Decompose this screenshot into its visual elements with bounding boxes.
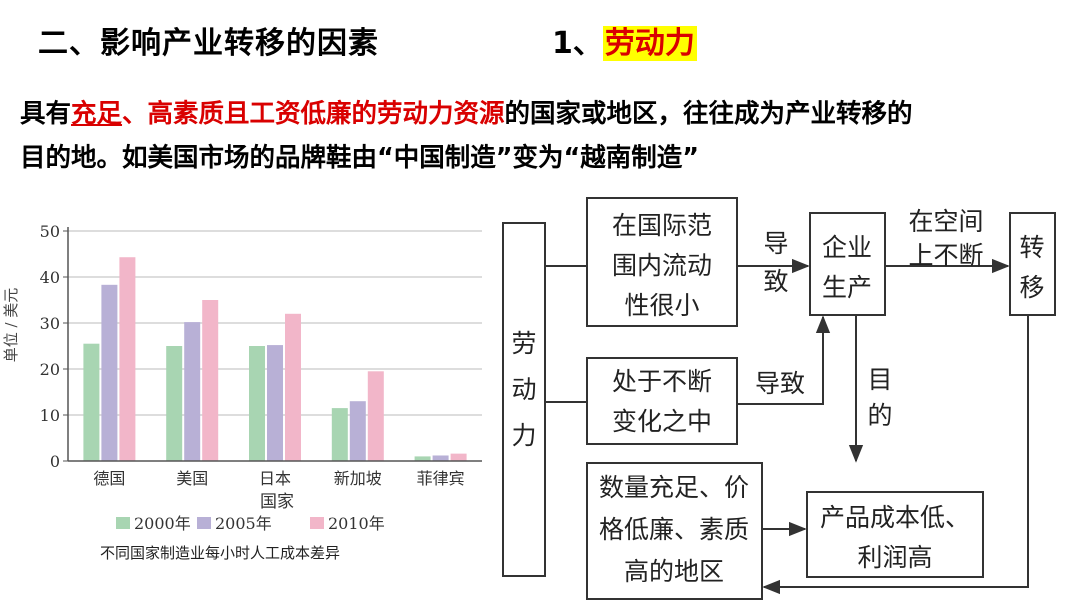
bar <box>349 401 366 461</box>
bar <box>249 346 265 461</box>
region-box <box>586 462 763 600</box>
slide-title: 二、影响产业转移的因素 <box>38 26 379 61</box>
lead1-label: 导致 <box>763 229 788 296</box>
bar <box>367 371 384 461</box>
bar <box>450 453 467 461</box>
legend-label: 2005年 <box>215 514 272 533</box>
intro-paragraph: 具有充足、高素质且工资低廉的劳动力资源的国家或地区，往往成为产业转移的目的地。如… <box>20 92 1070 180</box>
labor-label: 劳动力 <box>511 329 536 450</box>
y-tick-label: 50 <box>40 222 60 241</box>
legend-swatch <box>116 517 130 529</box>
labor-cost-chart: 0 10 20 30 40 50 德国 美国 日本 新加坡 菲律宾 单位 / 美元 国家 2000年… <box>2 222 482 562</box>
purpose-label: 目的 <box>867 365 892 430</box>
chart-axes: 0 10 20 30 40 50 德国 美国 日本 新加坡 菲律宾 <box>40 222 482 488</box>
x-tick-label: 日本 <box>259 469 291 488</box>
chart-legend: 2000年 2005年 2010年 <box>116 514 385 533</box>
region-box-text: 数量充足、价格低廉、素质高的地区 <box>599 473 749 586</box>
subtitle-number: 1、 <box>552 26 603 61</box>
enterprise-box <box>809 212 886 316</box>
y-tick-label: 40 <box>40 268 60 287</box>
y-tick-label: 30 <box>40 314 60 333</box>
legend-label: 2010年 <box>328 514 385 533</box>
labor-box <box>502 222 546 577</box>
product-box-text: 产品成本低、利润高 <box>820 503 970 572</box>
bar <box>184 322 201 461</box>
subtitle-highlight: 劳动力 <box>602 26 697 61</box>
space-label: 在空间上不断 <box>908 207 983 270</box>
transfer-text: 转移 <box>1019 233 1044 302</box>
x-axis-label: 国家 <box>260 492 294 512</box>
chart-grid <box>68 230 482 416</box>
x-tick-label: 菲律宾 <box>417 469 465 488</box>
labor-flow-diagram: 劳动力 在国际范围内流动性很小 处于不断变化之中 企业生产 转移 产品成本低、利… <box>502 197 1056 600</box>
y-tick-label: 20 <box>40 360 60 379</box>
transfer-box <box>1009 212 1056 316</box>
x-tick-label: 德国 <box>93 469 125 488</box>
transfer-to-region-arrow <box>762 315 1029 595</box>
legend-swatch <box>310 517 324 529</box>
flow-box-text: 在国际范围内流动性很小 <box>612 211 712 320</box>
chart-caption: 不同国家制造业每小时人工成本差异 <box>100 544 340 562</box>
lead2-label: 导致 <box>755 369 805 398</box>
slide-subtitle: 1、劳动力 <box>552 18 697 62</box>
bar <box>414 456 431 461</box>
lead2-arrow <box>737 315 831 405</box>
bar <box>267 345 283 461</box>
change-box-text: 处于不断变化之中 <box>612 367 712 436</box>
flow-box <box>586 197 738 327</box>
bar <box>83 343 100 461</box>
para-line2: 目的地。如美国市场的品牌鞋由“中国制造”变为“越南制造” <box>20 143 700 173</box>
bar <box>202 300 219 461</box>
para-prefix: 具有 <box>20 99 72 129</box>
para-line1-rest: 的国家或地区，往往成为产业转移的 <box>504 99 913 129</box>
legend-label: 2000年 <box>134 514 191 533</box>
chart-bars <box>83 257 467 461</box>
bar <box>101 284 118 461</box>
y-tick-label: 0 <box>50 452 60 471</box>
enterprise-text: 企业生产 <box>822 233 872 302</box>
bar <box>432 455 449 461</box>
para-red-underlined: 充足 <box>71 99 123 129</box>
bar <box>119 257 136 461</box>
y-axis-label: 单位 / 美元 <box>2 288 20 363</box>
product-box <box>806 491 984 578</box>
para-red-rest: 、高素质且工资低廉的劳动力资源 <box>122 99 505 129</box>
x-tick-label: 美国 <box>176 469 208 488</box>
bar <box>331 408 348 461</box>
bar <box>166 346 183 461</box>
y-tick-label: 10 <box>40 406 60 425</box>
x-tick-label: 新加坡 <box>334 469 382 488</box>
bar <box>285 313 301 461</box>
legend-swatch <box>197 517 211 529</box>
